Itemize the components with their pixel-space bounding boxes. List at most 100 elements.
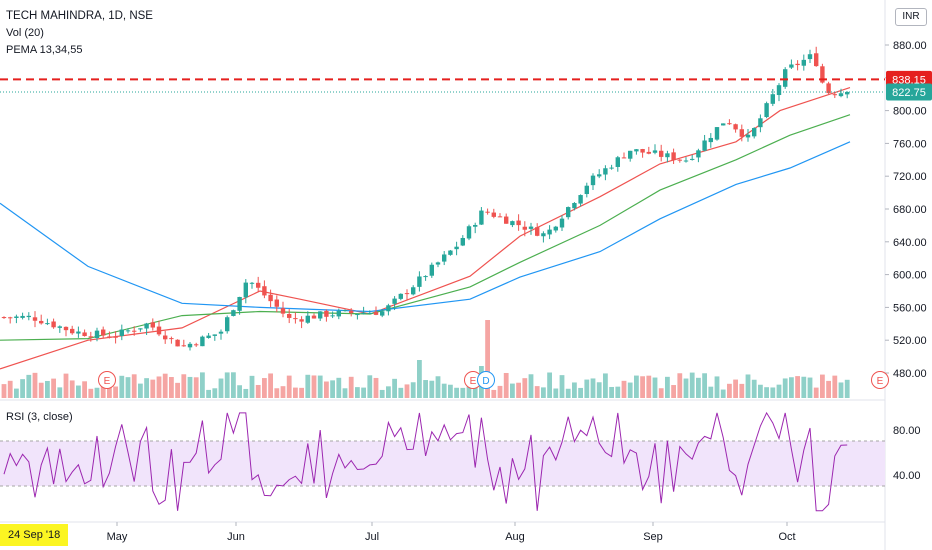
candle-body bbox=[51, 321, 56, 328]
earnings-marker[interactable]: D bbox=[477, 371, 495, 389]
candle-body bbox=[547, 229, 552, 235]
candle-body bbox=[789, 64, 794, 68]
volume-bar bbox=[528, 374, 534, 398]
candle-body bbox=[677, 159, 682, 161]
candle-body bbox=[349, 310, 354, 314]
candle-body bbox=[1, 317, 7, 319]
time-tick-label: Sep bbox=[643, 531, 663, 543]
candle-body bbox=[708, 137, 713, 143]
pema-13-line bbox=[0, 87, 851, 370]
candle-body bbox=[311, 315, 317, 319]
volume-bar bbox=[782, 378, 788, 398]
volume-bar bbox=[832, 375, 838, 398]
candle-body bbox=[783, 69, 788, 87]
candle-body bbox=[739, 129, 744, 137]
price-tick-label: 720.00 bbox=[893, 171, 927, 183]
candle-body bbox=[429, 264, 434, 276]
volume-bar bbox=[200, 372, 205, 398]
candle-body bbox=[8, 317, 13, 319]
volume-bar bbox=[355, 387, 360, 398]
candle-body bbox=[758, 118, 763, 128]
pema-legend[interactable]: PEMA 13,34,55 bbox=[6, 44, 83, 56]
candle-body bbox=[683, 160, 689, 162]
price-tick-label: 480.00 bbox=[893, 368, 927, 380]
volume-bar bbox=[249, 375, 255, 398]
candle-body bbox=[367, 312, 372, 314]
volume-bar bbox=[714, 376, 720, 398]
candle-body bbox=[125, 330, 131, 332]
candle-body bbox=[510, 221, 515, 226]
candle-body bbox=[336, 310, 341, 317]
volume-bar bbox=[144, 378, 149, 398]
rsi-legend[interactable]: RSI (3, close) bbox=[6, 411, 73, 423]
volume-bar bbox=[32, 372, 38, 398]
volume-bar bbox=[162, 373, 168, 398]
candle-body bbox=[94, 330, 100, 338]
volume-bar bbox=[634, 375, 639, 398]
candle-body bbox=[572, 203, 577, 209]
rsi-tick-label: 80.00 bbox=[893, 425, 921, 437]
last-price-badge: 822.75 bbox=[886, 83, 932, 101]
volume-bar bbox=[94, 387, 100, 398]
volume-bar bbox=[485, 320, 490, 398]
candle-body bbox=[218, 331, 224, 334]
volume-bar bbox=[293, 387, 298, 398]
earnings-marker[interactable]: E bbox=[871, 371, 889, 389]
candle-body bbox=[305, 315, 310, 323]
volume-legend[interactable]: Vol (20) bbox=[6, 27, 44, 39]
volume-bar bbox=[615, 386, 621, 398]
earnings-marker[interactable]: E bbox=[98, 371, 116, 389]
candle-body bbox=[249, 282, 255, 284]
volume-bar bbox=[621, 380, 627, 398]
volume-bar bbox=[51, 378, 56, 398]
candle-body bbox=[528, 226, 534, 229]
svg-text:838.15: 838.15 bbox=[892, 74, 926, 86]
volume-bar bbox=[100, 378, 106, 398]
volume-bar bbox=[224, 372, 230, 398]
candle-body bbox=[144, 323, 149, 329]
volume-bar bbox=[20, 379, 25, 398]
volume-bar bbox=[466, 386, 472, 398]
candle-body bbox=[832, 94, 837, 96]
candle-body bbox=[615, 157, 620, 167]
volume-bar bbox=[553, 388, 559, 398]
volume-bar bbox=[652, 377, 658, 398]
volume-bar bbox=[218, 378, 224, 398]
currency-button[interactable]: INR bbox=[895, 8, 927, 26]
volume-bar bbox=[764, 387, 769, 398]
volume-bar bbox=[317, 375, 323, 398]
volume-bar bbox=[435, 376, 441, 398]
rsi-tick-label: 40.00 bbox=[893, 470, 921, 482]
candle-body bbox=[256, 282, 261, 288]
candle-body bbox=[522, 226, 527, 230]
candle-body bbox=[88, 336, 93, 338]
candle-body bbox=[590, 175, 596, 186]
volume-bar bbox=[491, 389, 497, 398]
candle-body bbox=[541, 233, 546, 237]
candle-body bbox=[169, 338, 174, 340]
volume-bar bbox=[689, 372, 695, 398]
candle-body bbox=[745, 134, 751, 138]
candle-body bbox=[578, 195, 583, 204]
candles bbox=[1, 46, 850, 351]
candle-body bbox=[318, 311, 323, 319]
volume-bar bbox=[231, 372, 236, 398]
volume-bar bbox=[169, 377, 174, 398]
volume-bar bbox=[243, 388, 249, 398]
volume-bar bbox=[640, 376, 645, 398]
volume-bar bbox=[770, 387, 776, 398]
volume-bar bbox=[590, 378, 596, 398]
volume-bar bbox=[844, 379, 850, 398]
candle-body bbox=[646, 151, 651, 154]
volume-bar bbox=[193, 377, 199, 398]
time-axis: May Jun Jul Aug Sep Oct bbox=[107, 522, 796, 543]
candle-body bbox=[621, 157, 627, 159]
volume-bar bbox=[789, 377, 794, 398]
volume-bar bbox=[727, 383, 732, 398]
candle-body bbox=[801, 59, 806, 66]
volume-bar bbox=[584, 379, 590, 398]
candle-body bbox=[119, 329, 124, 336]
volume-bar bbox=[26, 374, 32, 398]
volume-bar bbox=[541, 387, 546, 398]
